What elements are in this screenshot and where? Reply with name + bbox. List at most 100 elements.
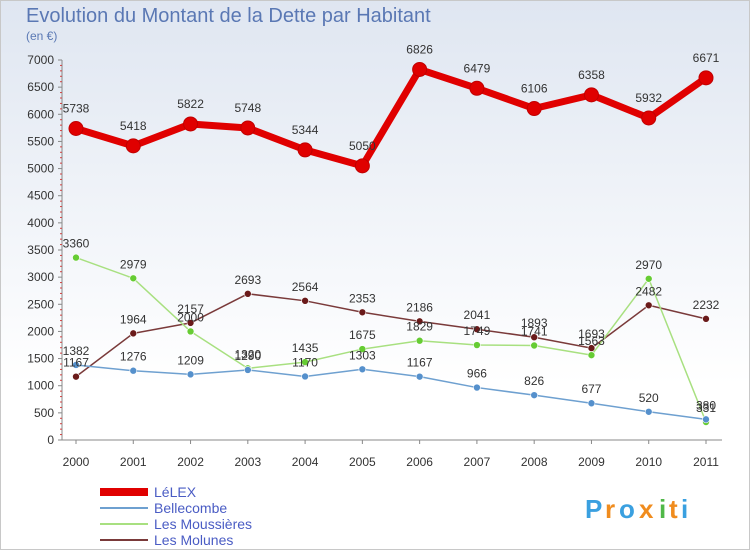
data-label: 5822 [177, 97, 204, 111]
y-tick-label: 7000 [27, 53, 54, 67]
data-label: 677 [581, 382, 601, 396]
y-tick-label: 5000 [27, 162, 54, 176]
data-point [68, 121, 84, 137]
data-label: 3360 [63, 237, 90, 251]
y-tick-label: 1500 [27, 352, 54, 366]
data-point [644, 274, 653, 283]
data-label: 2353 [349, 291, 376, 305]
data-label: 2970 [635, 258, 662, 272]
x-tick-label: 2010 [635, 455, 662, 469]
data-label: 1675 [349, 328, 376, 342]
data-label: 380 [696, 398, 716, 412]
data-point [358, 345, 367, 353]
x-tick-label: 2001 [120, 455, 147, 469]
legend-label: Bellecombe [154, 500, 227, 516]
data-point [72, 253, 80, 262]
y-tick-label: 500 [34, 406, 54, 420]
data-point [702, 415, 710, 424]
data-label: 1276 [120, 350, 147, 364]
data-label: 6358 [578, 68, 605, 82]
data-point [583, 87, 599, 103]
y-tick-label: 3000 [27, 270, 54, 284]
data-label: 1964 [120, 312, 147, 326]
data-point [644, 301, 653, 310]
data-point [72, 372, 80, 381]
brand-logo-letter: x [639, 494, 654, 524]
data-label: 6106 [521, 82, 548, 96]
x-tick-label: 2008 [521, 455, 548, 469]
data-point [469, 80, 485, 96]
data-point [526, 101, 542, 117]
data-label: 1320 [234, 347, 261, 361]
data-point [129, 329, 138, 338]
data-point [129, 274, 138, 283]
data-label: 520 [639, 391, 659, 405]
data-point [641, 110, 657, 126]
x-tick-label: 2000 [63, 455, 90, 469]
data-point [244, 290, 252, 298]
legend-label: Les Molunes [154, 532, 233, 548]
legend-label: Les Moussières [154, 516, 252, 532]
data-point [473, 325, 481, 334]
series-line-0 [74, 65, 709, 170]
data-point [530, 333, 538, 342]
series-line-1 [75, 364, 707, 421]
brand-logo-letter: P [585, 494, 602, 524]
data-label: 1382 [63, 344, 90, 358]
x-tick-label: 2005 [349, 455, 376, 469]
data-point [186, 327, 195, 336]
y-tick-label: 4500 [27, 189, 54, 203]
data-point [297, 142, 313, 158]
legend-label: LéLEX [154, 484, 197, 500]
brand-logo-letter: r [605, 494, 615, 524]
y-tick-label: 2000 [27, 324, 54, 338]
data-point [72, 361, 80, 369]
x-tick-label: 2002 [177, 455, 204, 469]
data-point [644, 407, 653, 416]
data-label: 1170 [292, 355, 318, 369]
y-tick-label: 1000 [27, 379, 54, 393]
data-label: 1167 [63, 356, 89, 370]
data-point [358, 308, 367, 317]
data-label: 2000 [177, 310, 204, 324]
chart-subtitle: (en €) [26, 29, 57, 43]
data-label: 1290 [234, 349, 261, 363]
data-label: 5748 [234, 101, 261, 115]
data-point [473, 383, 481, 392]
data-point [530, 391, 538, 399]
data-point [702, 315, 710, 323]
data-label: 5344 [292, 123, 319, 137]
x-tick-label: 2011 [693, 455, 719, 469]
x-tick-label: 2004 [292, 455, 319, 469]
data-label: 1749 [464, 324, 491, 338]
data-point [301, 358, 309, 366]
data-point [415, 372, 424, 381]
data-label: 1167 [407, 356, 433, 370]
data-label: 6826 [406, 42, 433, 56]
y-tick-label: 3500 [27, 243, 54, 257]
data-point [415, 317, 424, 326]
data-label: 5050 [349, 139, 376, 153]
data-label: 6671 [693, 51, 720, 65]
data-label: 966 [467, 367, 487, 381]
series-line-3 [75, 293, 707, 378]
data-point [129, 366, 138, 375]
y-tick-label: 6000 [27, 107, 54, 121]
data-point [587, 399, 596, 408]
data-label: 331 [696, 401, 716, 415]
y-tick-label: 0 [47, 433, 54, 447]
data-label: 1303 [349, 348, 376, 362]
data-point [183, 116, 199, 132]
data-label: 826 [524, 374, 544, 388]
data-label: 2979 [120, 257, 147, 271]
brand-logo-letter: o [619, 494, 635, 524]
y-tick-label: 6500 [27, 80, 54, 94]
data-label: 1563 [578, 334, 605, 348]
y-tick-label: 2500 [27, 297, 54, 311]
data-label: 2564 [292, 280, 319, 294]
data-label: 2041 [464, 308, 491, 322]
data-point [244, 366, 252, 374]
data-label: 6479 [464, 61, 491, 75]
data-label: 5932 [635, 91, 662, 105]
